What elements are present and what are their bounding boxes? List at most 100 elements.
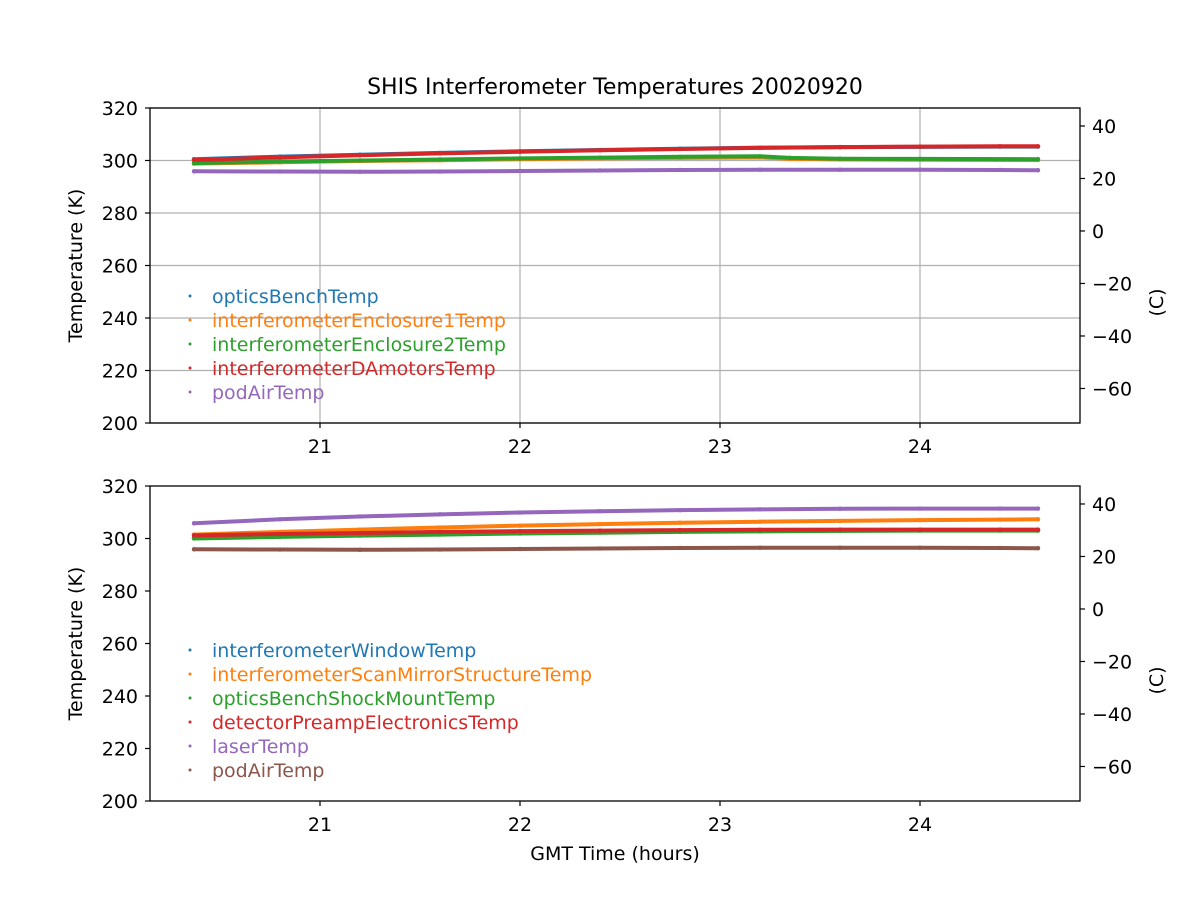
data-point xyxy=(277,155,283,160)
data-point xyxy=(917,506,923,511)
data-point xyxy=(191,160,197,166)
data-point xyxy=(437,169,443,174)
data-point xyxy=(597,168,603,173)
y-right-tick-label: −60 xyxy=(1092,378,1132,400)
data-point xyxy=(357,153,363,158)
legend-marker xyxy=(188,294,192,298)
legend-marker xyxy=(188,648,192,652)
y-tick-label: 200 xyxy=(102,791,138,813)
data-point xyxy=(277,517,283,522)
y-right-tick-label: 40 xyxy=(1092,116,1116,138)
x-tick-label: 24 xyxy=(908,814,932,836)
x-tick-label: 23 xyxy=(708,436,732,458)
data-point xyxy=(837,527,843,532)
legend-label: podAirTemp xyxy=(212,382,324,404)
legend-marker xyxy=(188,744,192,748)
legend-marker xyxy=(188,672,192,676)
x-tick-label: 22 xyxy=(508,814,532,836)
x-tick-label: 23 xyxy=(708,814,732,836)
data-point xyxy=(357,514,363,519)
data-point xyxy=(191,547,197,552)
data-point xyxy=(357,530,363,536)
legend-label: detectorPreampElectronicsTemp xyxy=(212,712,519,734)
data-point xyxy=(357,169,363,174)
legend-marker xyxy=(188,720,192,724)
data-point xyxy=(1035,527,1041,532)
y-tick-label: 280 xyxy=(102,203,138,225)
legend-marker xyxy=(188,696,192,700)
data-point xyxy=(277,531,283,537)
legend-marker xyxy=(188,390,192,394)
y-tick-label: 260 xyxy=(102,256,138,278)
data-point xyxy=(437,157,443,162)
x-tick-label: 22 xyxy=(508,436,532,458)
data-point xyxy=(837,506,843,512)
legend-label: interferometerEnclosure1Temp xyxy=(212,310,506,332)
series-line-podAirTemp xyxy=(192,167,1040,174)
data-point xyxy=(191,521,197,526)
data-point xyxy=(437,512,443,517)
legend-marker xyxy=(188,318,192,322)
data-point xyxy=(277,547,283,552)
legend-marker xyxy=(188,366,192,370)
y-tick-label: 320 xyxy=(102,98,138,120)
data-point xyxy=(757,527,763,533)
series-line-laserTemp xyxy=(192,506,1040,526)
data-point xyxy=(597,148,603,153)
data-point xyxy=(917,156,923,162)
data-point xyxy=(597,546,603,551)
data-point xyxy=(277,159,283,164)
data-point xyxy=(837,144,843,150)
y-right-tick-label: −40 xyxy=(1092,704,1132,726)
data-point xyxy=(677,527,683,533)
series-line-interferometerDAmotorsTemp xyxy=(192,144,1040,162)
data-point xyxy=(677,520,683,525)
data-point xyxy=(837,518,843,524)
series-line-detectorPreampElectronicsTemp xyxy=(192,527,1040,538)
data-point xyxy=(517,156,523,161)
data-point xyxy=(357,527,363,532)
y-right-tick-label: 0 xyxy=(1092,221,1104,243)
data-point xyxy=(597,155,603,160)
y-axis-label: Temperature (K) xyxy=(65,189,87,344)
data-point xyxy=(917,517,923,523)
y-tick-label: 320 xyxy=(102,476,138,498)
y-axis-label: Temperature (K) xyxy=(65,567,87,722)
y-tick-label: 300 xyxy=(102,151,138,173)
legend-label: interferometerDAmotorsTemp xyxy=(212,358,496,380)
data-point xyxy=(517,523,523,528)
data-point xyxy=(517,168,523,174)
legend-marker xyxy=(188,768,192,772)
data-point xyxy=(437,151,443,156)
data-point xyxy=(837,156,843,161)
y-right-tick-label: 0 xyxy=(1092,599,1104,621)
data-point xyxy=(837,545,843,550)
data-point xyxy=(1035,156,1041,162)
series-line-podAirTemp xyxy=(192,545,1040,552)
y-right-tick-label: −40 xyxy=(1092,326,1132,348)
legend-label: opticsBenchTemp xyxy=(212,286,379,308)
data-point xyxy=(677,507,683,513)
data-point xyxy=(917,167,923,172)
data-point xyxy=(437,525,443,530)
data-point xyxy=(191,533,197,538)
data-point xyxy=(997,517,1003,522)
data-point xyxy=(757,507,763,512)
data-point xyxy=(677,146,683,152)
data-point xyxy=(517,546,523,552)
series-line-interferometerScanMirrorStructureTemp xyxy=(192,517,1040,537)
bottom-panel: 21 22 23 24 200 220 240 260 280 300 320 −60 −40 −20 0 2… xyxy=(65,476,1168,836)
data-point xyxy=(757,519,763,524)
data-point xyxy=(191,536,197,541)
x-axis-label: GMT Time (hours) xyxy=(530,843,700,865)
data-point xyxy=(597,521,603,527)
x-tick-label: 21 xyxy=(308,814,332,836)
data-point xyxy=(757,545,763,550)
legend-label: interferometerScanMirrorStructureTemp xyxy=(212,664,592,686)
data-point xyxy=(437,529,443,535)
y-tick-label: 220 xyxy=(102,739,138,761)
data-point xyxy=(277,169,283,174)
data-point xyxy=(837,167,843,172)
data-point xyxy=(1035,517,1041,522)
